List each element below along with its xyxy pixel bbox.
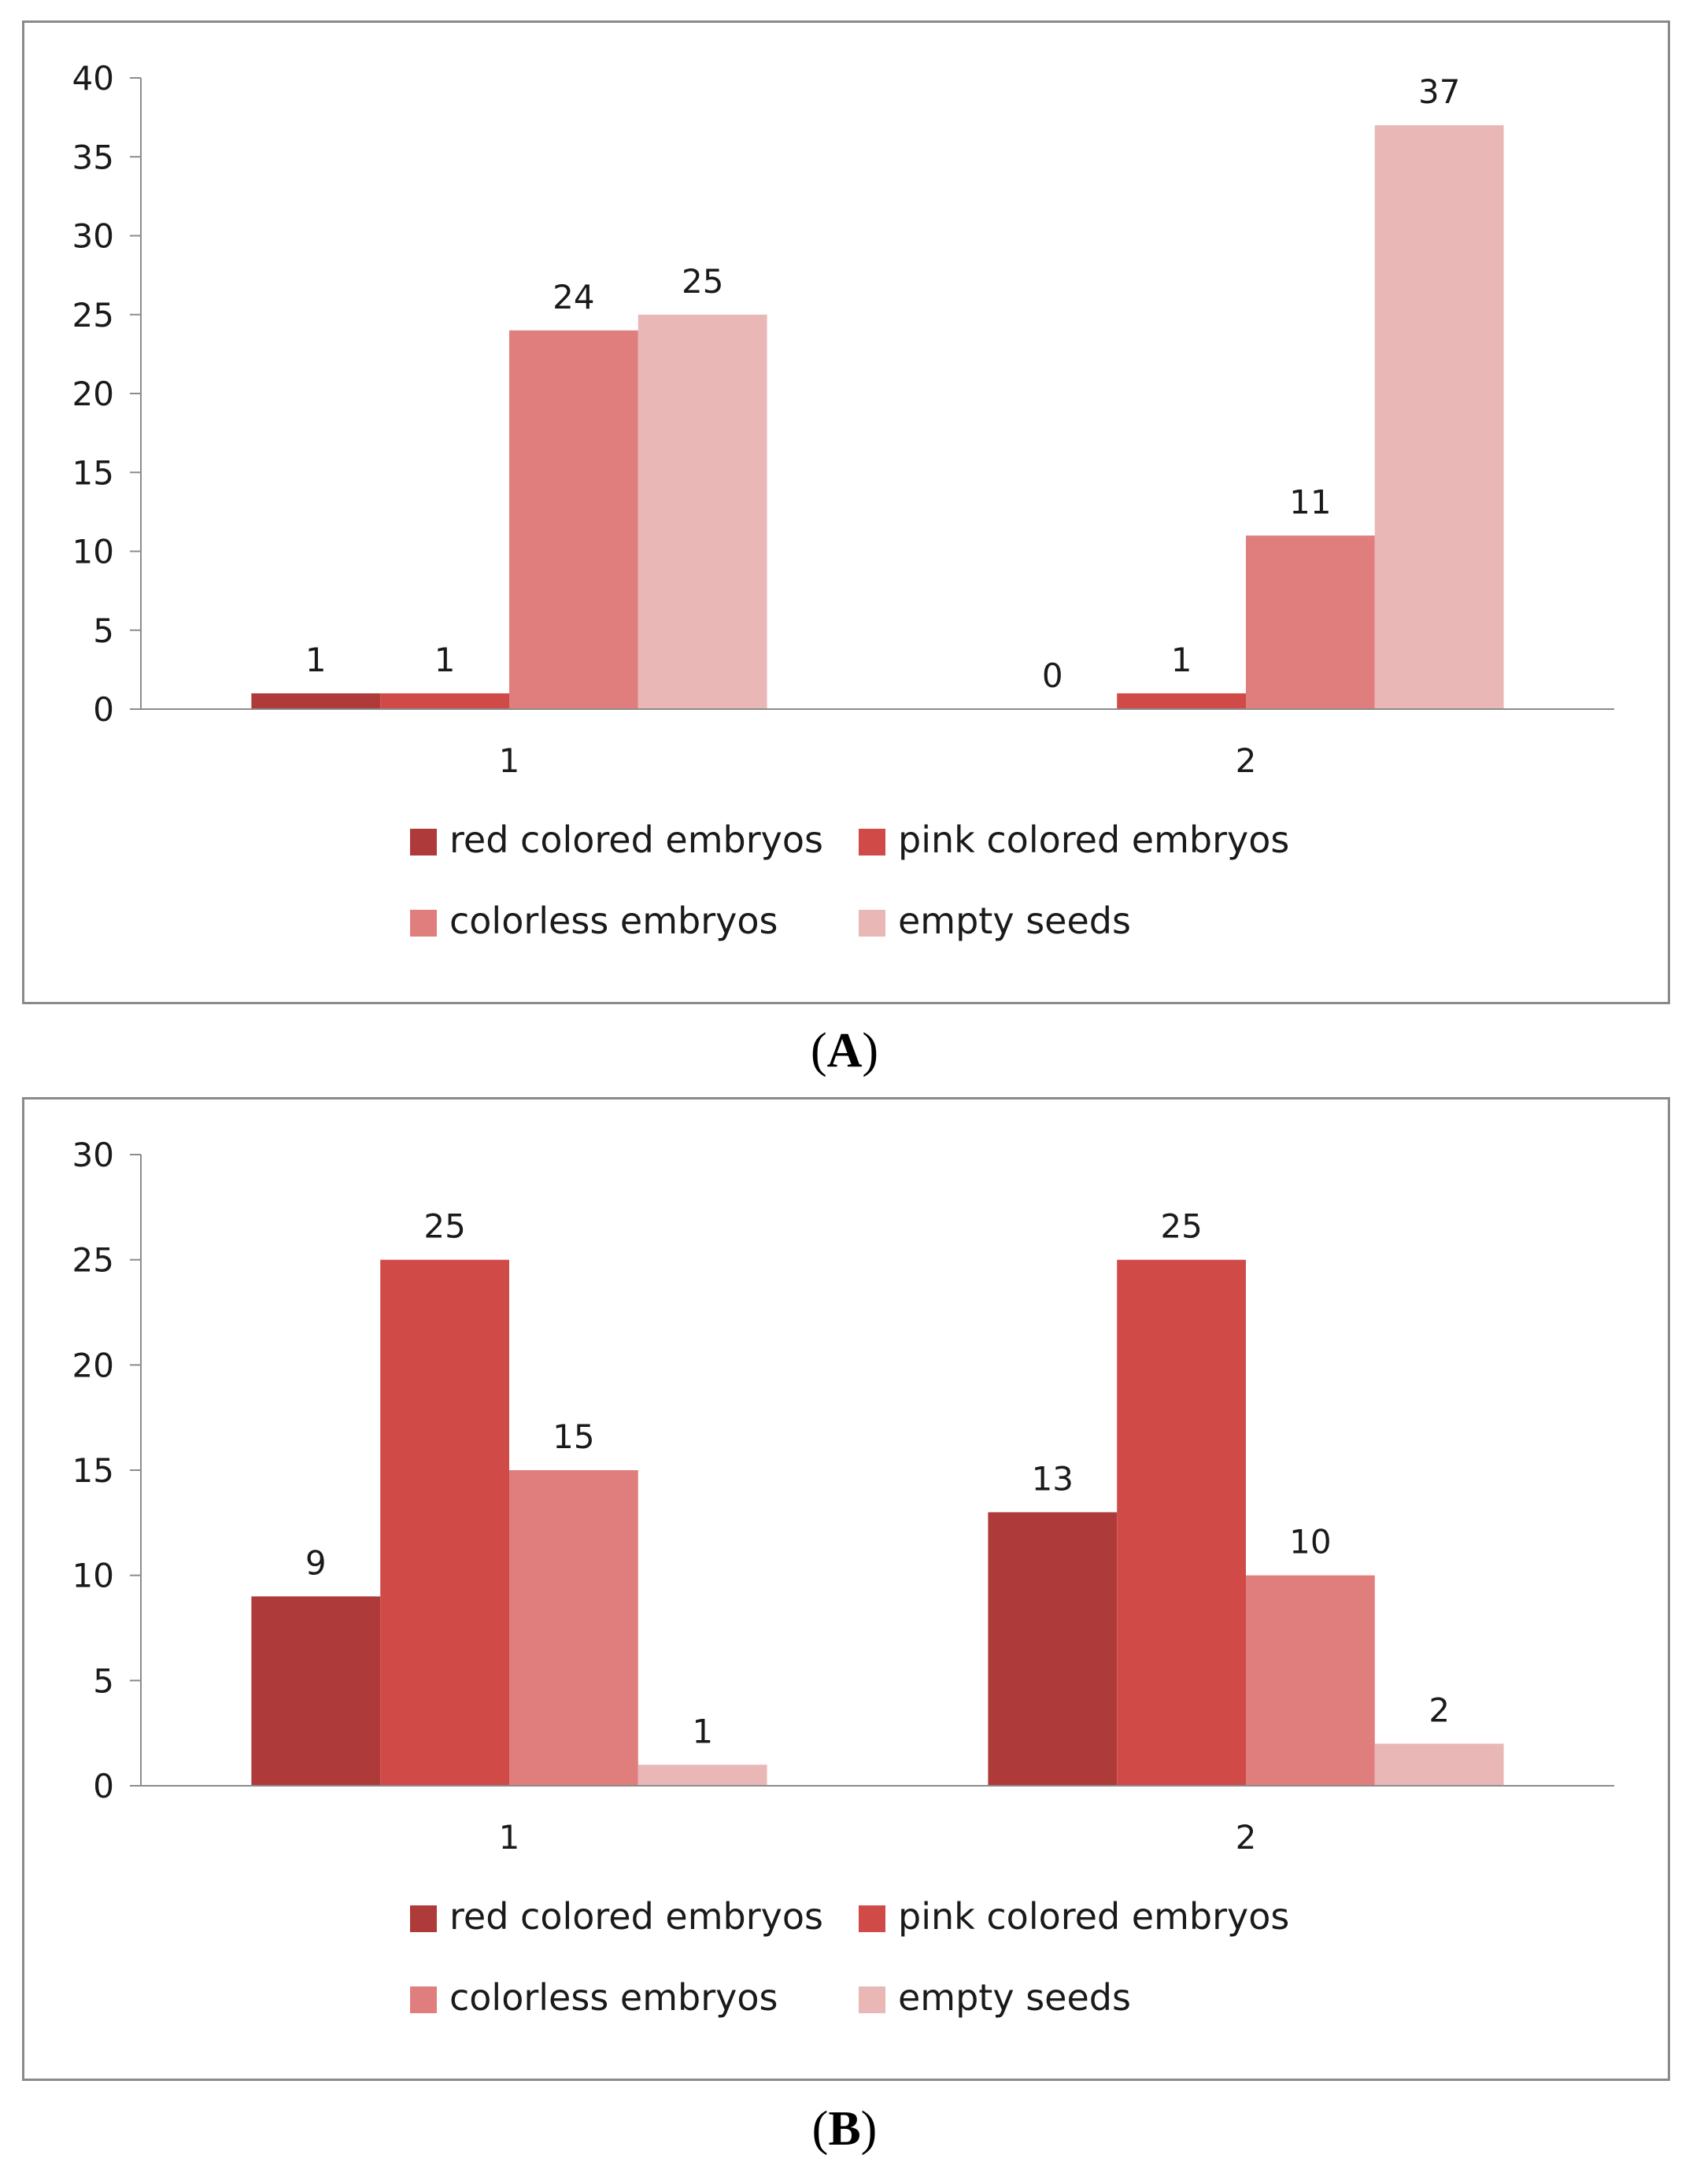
chart-a-y-tick-label: 25 [72, 296, 114, 334]
chart-a-data-label: 37 [1418, 72, 1460, 111]
chart-a-data-label: 0 [1042, 656, 1063, 695]
chart-b-legend-label: red colored embryos [449, 1895, 823, 1938]
chart-b-bar-1-colorless-embryos [509, 1470, 638, 1786]
chart-b-legend-label: empty seeds [898, 1976, 1131, 2019]
chart-b-y-tick-label: 5 [93, 1661, 114, 1700]
chart-a-legend-swatch-pink-colored-embryos [859, 829, 885, 855]
chart-a-y-tick-label: 10 [72, 533, 114, 571]
chart-a-bar-1-pink-colored-embryos [380, 693, 509, 709]
chart-a-y-tick-label: 30 [72, 217, 114, 256]
chart-b-legend-label: pink colored embryos [898, 1895, 1289, 1938]
chart-b-x-tick-label: 1 [499, 1818, 520, 1857]
chart-a-data-label: 24 [553, 278, 594, 316]
chart-b-data-label: 10 [1289, 1523, 1331, 1561]
chart-b-y-tick-label: 10 [72, 1557, 114, 1595]
chart-a-bar-1-colorless-embryos [509, 330, 638, 709]
chart-a-bar-2-pink-colored-embryos [1117, 693, 1246, 709]
chart-a-x-tick-label: 2 [1236, 741, 1257, 780]
chart-a-bar-2-colorless-embryos [1246, 535, 1375, 709]
chart-a-data-label: 25 [682, 262, 723, 301]
chart-b-legend-swatch-pink-colored-embryos [859, 1905, 885, 1932]
chart-a-legend-label: pink colored embryos [898, 819, 1289, 861]
chart-b-data-label: 25 [1160, 1207, 1202, 1246]
chart-b-bar-2-colorless-embryos [1246, 1575, 1375, 1786]
chart-b-y-tick-label: 25 [72, 1241, 114, 1280]
chart-b-y-tick-label: 0 [93, 1767, 114, 1805]
chart-a-x-tick-label: 1 [499, 741, 520, 780]
chart-a-y-tick-label: 5 [93, 612, 114, 650]
chart-b-bar-1-red-colored-embryos [251, 1596, 381, 1786]
chart-a-data-label: 1 [1171, 641, 1192, 679]
chart-a-data-label: 1 [305, 641, 327, 679]
chart-b-legend-swatch-empty-seeds [859, 1986, 885, 2013]
chart-b-data-label: 13 [1032, 1459, 1074, 1498]
chart-b-legend-swatch-colorless-embryos [410, 1986, 437, 2013]
chart-b-legend-label: colorless embryos [449, 1976, 778, 2019]
chart-b-legend-swatch-red-colored-embryos [410, 1905, 437, 1932]
chart-panel-a: 0 5 10 15 20 25 30 35 40 1 1 24 25 1 0 1 11 37 2 red colore… [22, 20, 1670, 1004]
chart-b-y-tick-label: 15 [72, 1451, 114, 1490]
caption-a-label: A [826, 1024, 863, 1077]
chart-a-legend-swatch-red-colored-embryos [410, 829, 437, 855]
chart-a-y-tick-label: 20 [72, 375, 114, 413]
chart-b-y-tick-label: 20 [72, 1346, 114, 1384]
chart-a-bar-1-red-colored-embryos [251, 693, 381, 709]
chart-b-data-label: 15 [553, 1417, 594, 1456]
chart-b-bar-1-pink-colored-embryos [380, 1259, 509, 1786]
chart-b-bar-2-pink-colored-embryos [1117, 1259, 1246, 1786]
chart-b-data-label: 25 [423, 1207, 465, 1246]
chart-a-data-label: 1 [434, 641, 456, 679]
chart-b-bar-1-empty-seeds [638, 1765, 767, 1786]
chart-a-bar-2-empty-seeds [1374, 125, 1504, 709]
caption-b-label: B [828, 2102, 861, 2156]
chart-a-y-tick-label: 40 [72, 59, 114, 98]
chart-a-y-tick-label: 35 [72, 138, 114, 176]
caption-b: (B) [811, 2102, 878, 2156]
chart-a-data-label: 11 [1289, 482, 1331, 521]
caption-a: (A) [810, 1024, 879, 1077]
chart-a-legend-label: red colored embryos [449, 819, 823, 861]
chart-b-y-tick-label: 30 [72, 1136, 114, 1174]
chart-b-data-label: 1 [692, 1712, 713, 1750]
chart-panel-b: 0 5 10 15 20 25 30 9 25 15 1 1 13 25 10 2 2 red colored e… [22, 1097, 1670, 2081]
chart-b-bar-2-empty-seeds [1374, 1743, 1504, 1786]
chart-b-data-label: 2 [1428, 1691, 1450, 1730]
chart-a-legend-label: empty seeds [898, 900, 1131, 942]
chart-a-y-tick-label: 0 [93, 690, 114, 729]
chart-b: 0 5 10 15 20 25 30 9 25 15 1 1 13 25 10 2 2 red colored e… [72, 1136, 1614, 2019]
chart-a-legend-swatch-empty-seeds [859, 910, 885, 937]
chart-b-bar-2-red-colored-embryos [988, 1512, 1118, 1786]
chart-a-legend-swatch-colorless-embryos [410, 910, 437, 937]
chart-b-x-tick-label: 2 [1236, 1818, 1257, 1857]
chart-b-data-label: 9 [305, 1543, 327, 1582]
chart-a-bar-1-empty-seeds [638, 314, 767, 709]
chart-a-y-tick-label: 15 [72, 453, 114, 492]
chart-a-legend-label: colorless embryos [449, 900, 778, 942]
